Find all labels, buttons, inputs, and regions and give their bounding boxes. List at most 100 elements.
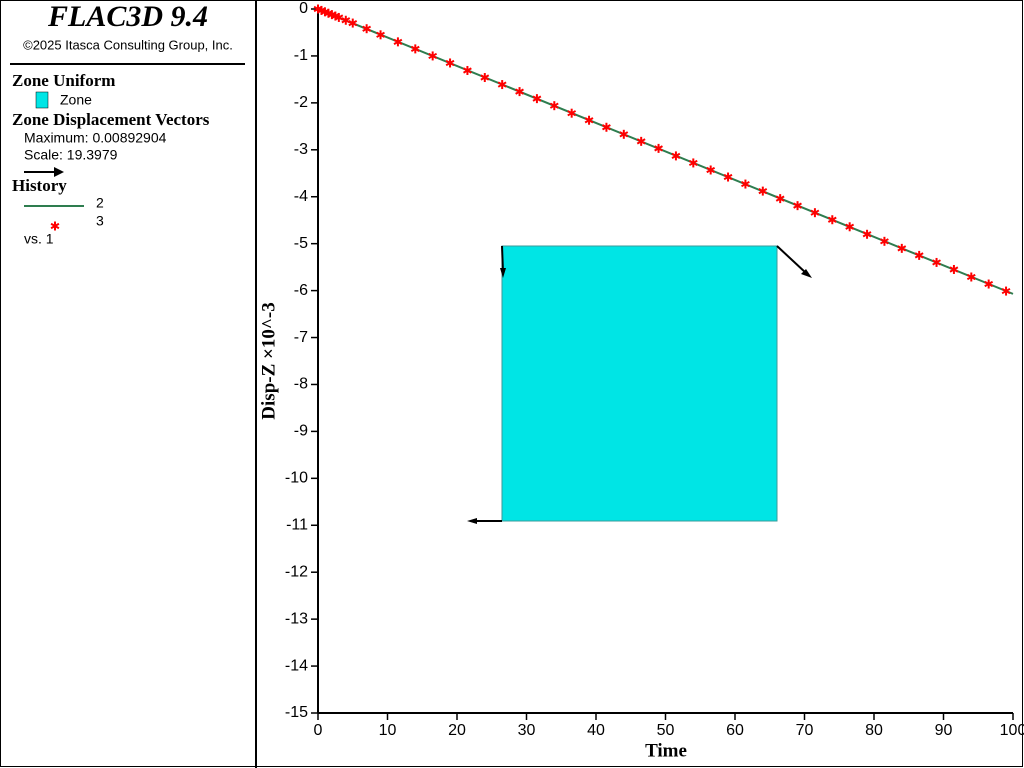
legend-series: 23	[24, 195, 104, 231]
product-title: FLAC3D 9.4	[47, 0, 208, 33]
history-marker	[827, 215, 837, 225]
history-marker	[362, 24, 372, 34]
history-marker	[515, 87, 524, 97]
y-tick-label: -13	[285, 610, 308, 627]
legend-label: 3	[96, 213, 104, 229]
y-tick-label: -6	[294, 282, 308, 299]
displacement-vector	[501, 245, 504, 273]
history-marker	[567, 108, 577, 118]
marker-stroke	[671, 152, 681, 160]
y-tick-label: -9	[294, 423, 308, 440]
legend-heading: Zone Displacement Vectors	[12, 110, 210, 129]
displacement-vector	[776, 245, 807, 274]
legend-label: 2	[96, 195, 104, 211]
history-marker	[410, 44, 420, 54]
x-tick-label: 60	[726, 722, 744, 739]
x-axis-label: Time	[645, 740, 687, 761]
y-tick-label: -4	[294, 188, 308, 205]
history-marker	[636, 136, 646, 146]
marker-stroke	[827, 216, 837, 223]
x-tick-label: 80	[865, 722, 883, 739]
y-tick-label: -15	[285, 704, 308, 721]
marker-stroke	[636, 138, 646, 145]
history-marker	[897, 243, 907, 253]
marker-stroke	[741, 180, 750, 188]
history-marker	[880, 236, 889, 246]
x-tick-label: 100	[1000, 722, 1024, 739]
legend-item: vs. 1	[24, 231, 54, 247]
marker-stroke	[602, 124, 611, 131]
x-tick-label: 90	[935, 722, 953, 739]
history-marker	[334, 12, 344, 22]
history-marker	[966, 272, 976, 282]
history-marker	[480, 73, 490, 83]
plot-area	[313, 4, 1014, 296]
marker-stroke	[966, 273, 976, 281]
marker-stroke	[393, 38, 403, 45]
marker-stroke	[515, 88, 524, 95]
marker-stroke	[584, 117, 594, 124]
zone	[501, 245, 778, 522]
x-tick-label: 70	[796, 722, 814, 739]
x-tick-label: 10	[379, 722, 397, 739]
marker-stroke	[619, 131, 629, 138]
history-marker	[619, 129, 629, 139]
x-tick-label: 0	[314, 722, 323, 739]
marker-stroke	[897, 245, 907, 252]
y-tick-label: -1	[294, 47, 308, 64]
history-marker	[949, 264, 959, 274]
history-marker	[1001, 286, 1011, 296]
history-marker	[549, 101, 559, 111]
history-marker	[428, 51, 438, 61]
marker-stroke	[845, 223, 855, 230]
history-marker	[348, 18, 358, 28]
history-marker	[654, 143, 663, 153]
marker-stroke	[410, 45, 420, 53]
y-tick-label: -7	[294, 329, 308, 346]
marker-stroke	[862, 231, 872, 238]
legend-item: Zone	[60, 92, 92, 108]
marker-stroke	[758, 187, 768, 195]
history-marker	[932, 257, 941, 267]
history-marker	[984, 279, 994, 289]
legend-heading: History	[12, 176, 67, 195]
legend-item: Scale: 19.3979	[24, 147, 118, 163]
marker-stroke	[376, 31, 385, 38]
marker-stroke	[723, 173, 733, 181]
y-tick-label: -11	[286, 516, 308, 533]
y-tick-label: -3	[294, 141, 308, 158]
marker-stroke	[50, 222, 60, 230]
history-marker	[741, 179, 750, 189]
marker-stroke	[880, 238, 889, 245]
zone-swatch	[35, 91, 49, 109]
history-marker	[341, 15, 351, 25]
history-marker	[723, 172, 733, 182]
axes: 0 -1 -2 -3 -4 -5 -6 -7 -8 -9 -10 -11 -12 -13 -14 -15 0 10…	[285, 0, 1024, 739]
history-marker	[688, 158, 698, 168]
legend-marker	[50, 221, 60, 231]
history-marker	[758, 186, 768, 196]
marker-stroke	[949, 266, 959, 273]
vector-head	[467, 518, 477, 524]
y-tick-label: -12	[285, 563, 308, 580]
x-tick-label: 40	[587, 722, 605, 739]
history-marker	[914, 250, 924, 260]
marker-stroke	[932, 259, 941, 266]
y-tick-label: 0	[299, 0, 308, 17]
history-marker	[532, 94, 542, 104]
legend-heading: Zone Uniform	[12, 71, 115, 90]
vector-head	[801, 269, 812, 278]
marker-stroke	[532, 95, 542, 102]
marker-stroke	[549, 102, 559, 109]
marker-stroke	[480, 74, 490, 81]
marker-stroke	[914, 252, 924, 259]
y-axis-label: Disp-Z ×10^-3	[258, 302, 279, 419]
marker-stroke	[706, 166, 716, 174]
marker-stroke	[334, 14, 344, 21]
y-tick-label: -5	[294, 235, 308, 252]
marker-stroke	[567, 110, 577, 117]
copyright: ©2025 Itasca Consulting Group, Inc.	[23, 37, 233, 52]
marker-stroke	[463, 67, 472, 74]
y-tick-label: -10	[285, 470, 308, 487]
